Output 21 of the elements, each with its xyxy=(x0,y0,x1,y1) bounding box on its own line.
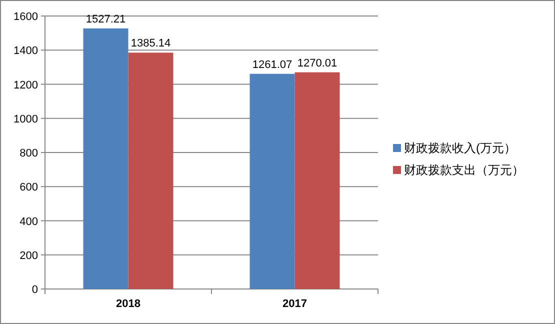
legend-label: 财政拨款支出（万元） xyxy=(404,163,524,177)
data-label: 1385.14 xyxy=(130,38,171,50)
bar xyxy=(250,74,295,289)
y-tick-label: 600 xyxy=(20,182,38,194)
y-tick-label: 400 xyxy=(20,216,38,228)
bar xyxy=(83,28,128,289)
y-tick-label: 800 xyxy=(20,148,38,160)
x-tick-label: 2017 xyxy=(282,298,307,310)
data-label: 1527.21 xyxy=(86,13,126,26)
bar xyxy=(294,72,340,289)
legend-label: 财政拨款收入(万元） xyxy=(404,141,516,155)
x-tick-label: 2018 xyxy=(116,298,140,310)
data-label: 1261.07 xyxy=(252,58,292,71)
y-tick-label: 1400 xyxy=(14,45,38,58)
y-tick-label: 200 xyxy=(20,250,38,262)
y-tick-label: 1600 xyxy=(14,11,38,23)
y-tick-label: 0 xyxy=(32,284,38,296)
y-tick-label: 1000 xyxy=(14,113,38,126)
bar xyxy=(128,52,174,289)
data-label: 1270.01 xyxy=(297,57,338,70)
y-tick-label: 1200 xyxy=(14,79,38,92)
